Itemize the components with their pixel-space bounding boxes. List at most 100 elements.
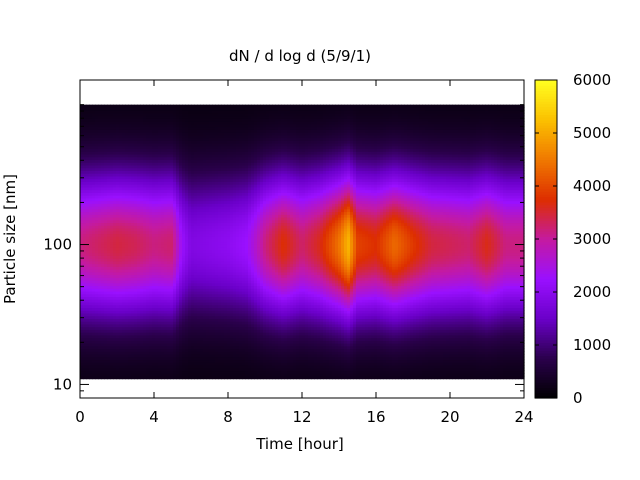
heatmap-cell (155, 373, 159, 377)
heatmap-cell (149, 312, 153, 317)
heatmap-cell (119, 362, 123, 366)
heatmap-cell (164, 326, 168, 330)
heatmap-cell (86, 362, 90, 366)
heatmap-cell (203, 266, 207, 270)
heatmap-cell (200, 195, 204, 199)
heatmap-cell (134, 293, 138, 298)
heatmap-cell (146, 375, 150, 380)
heatmap-cell (212, 252, 216, 256)
heatmap-cell (206, 359, 210, 363)
heatmap-cell (224, 310, 228, 314)
heatmap-cell (83, 148, 87, 152)
heatmap-cell (80, 351, 84, 355)
heatmap-cell (158, 271, 162, 276)
heatmap-cell (209, 192, 213, 196)
heatmap-cell (113, 132, 117, 136)
heatmap-cell (224, 208, 228, 213)
heatmap-cell (98, 337, 102, 341)
heatmap-cell (179, 241, 183, 245)
heatmap-cell (119, 225, 123, 229)
heatmap-cell (86, 118, 90, 122)
heatmap-cell (89, 186, 93, 191)
heatmap-cell (200, 121, 204, 125)
heatmap-cell (137, 274, 141, 278)
heatmap-cell (212, 329, 216, 333)
heatmap-cell (200, 178, 204, 182)
heatmap-cell (203, 345, 207, 350)
heatmap-cell (122, 156, 126, 161)
heatmap-cell (146, 332, 150, 336)
heatmap-cell (83, 175, 87, 180)
heatmap-cell (104, 222, 108, 226)
heatmap-cell (95, 334, 99, 339)
heatmap-cell (98, 123, 102, 128)
heatmap-cell (170, 255, 174, 259)
heatmap-cell (188, 274, 192, 278)
heatmap-cell (119, 252, 123, 256)
heatmap-cell (209, 140, 213, 144)
heatmap-cell (176, 247, 180, 251)
heatmap-cell (209, 315, 213, 319)
heatmap-cell (104, 326, 108, 330)
heatmap-cell (191, 162, 195, 166)
heatmap-cell (206, 290, 210, 295)
heatmap-cell (140, 332, 144, 336)
heatmap-cell (209, 258, 213, 262)
heatmap-cell (137, 304, 141, 309)
heatmap-cell (116, 310, 120, 314)
heatmap-cell (101, 271, 105, 276)
heatmap-cell (218, 184, 222, 188)
heatmap-cell (197, 173, 201, 177)
heatmap-cell (215, 238, 219, 243)
heatmap-cell (149, 266, 153, 270)
heatmap-cell (215, 233, 219, 237)
heatmap-cell (194, 112, 198, 117)
heatmap-cell (146, 143, 150, 147)
heatmap-cell (98, 252, 102, 256)
heatmap-cell (179, 203, 183, 207)
heatmap-cell (173, 345, 177, 350)
heatmap-cell (173, 203, 177, 207)
heatmap-cell (140, 175, 144, 180)
heatmap-cell (218, 222, 222, 226)
heatmap-cell (128, 244, 132, 248)
heatmap-cell (113, 162, 117, 166)
heatmap-cell (170, 263, 174, 267)
heatmap-cell (179, 206, 183, 210)
heatmap-cell (89, 362, 93, 366)
heatmap-cell (83, 318, 87, 322)
heatmap-cell (185, 214, 189, 218)
heatmap-cell (176, 236, 180, 240)
heatmap-cell (182, 170, 186, 174)
heatmap-cell (224, 170, 228, 174)
heatmap-cell (116, 134, 120, 139)
heatmap-cell (98, 175, 102, 180)
heatmap-cell (209, 329, 213, 333)
heatmap-cell (119, 304, 123, 309)
heatmap-cell (218, 315, 222, 319)
heatmap-cell (95, 132, 99, 136)
heatmap-cell (218, 269, 222, 273)
heatmap-cell (104, 110, 108, 114)
heatmap-cell (224, 233, 228, 237)
heatmap-cell (182, 110, 186, 114)
heatmap-cell (107, 159, 111, 163)
heatmap-cell (203, 329, 207, 333)
heatmap-cell (107, 282, 111, 287)
heatmap-cell (83, 173, 87, 177)
heatmap-cell (107, 112, 111, 117)
heatmap-cell (143, 170, 147, 174)
heatmap-cell (206, 323, 210, 328)
heatmap-cell (164, 107, 168, 111)
heatmap-cell (203, 296, 207, 300)
heatmap-cell (116, 148, 120, 152)
heatmap-cell (146, 266, 150, 270)
heatmap-cell (131, 315, 135, 319)
heatmap-cell (89, 282, 93, 287)
heatmap-cell (149, 252, 153, 256)
heatmap-cell (215, 167, 219, 171)
heatmap-cell (218, 167, 222, 171)
heatmap-cell (104, 299, 108, 303)
heatmap-cell (125, 151, 129, 155)
heatmap-cell (110, 112, 114, 117)
